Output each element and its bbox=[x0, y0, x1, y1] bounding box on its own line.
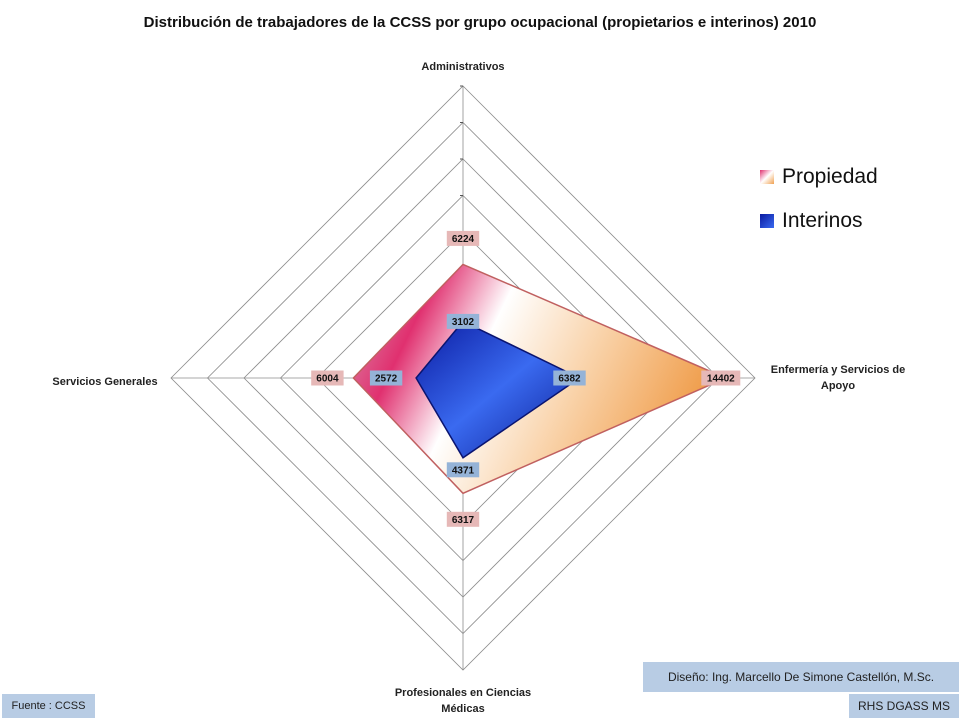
data-label-interinos: 3102 bbox=[446, 313, 480, 329]
chart-title: Distribución de trabajadores de la CCSS … bbox=[143, 14, 817, 31]
svg-text:14402: 14402 bbox=[707, 374, 735, 385]
design-credit: Diseño: Ing. Marcello De Simone Castelló… bbox=[643, 662, 959, 692]
series-interinos-area bbox=[415, 320, 581, 459]
data-label-interinos: 6382 bbox=[553, 370, 586, 386]
svg-text:2572: 2572 bbox=[375, 374, 398, 385]
data-label-propiedad: 6224 bbox=[446, 230, 480, 246]
axis-label: Profesionales en Ciencias Médicas bbox=[395, 687, 531, 715]
legend-swatch-interinos bbox=[760, 214, 774, 228]
svg-text:6317: 6317 bbox=[452, 515, 475, 526]
legend-item-interinos: Interinos bbox=[760, 199, 930, 243]
svg-text:6382: 6382 bbox=[558, 374, 581, 385]
organization-label: RHS DGASS MS bbox=[849, 694, 959, 718]
svg-text:4371: 4371 bbox=[452, 465, 475, 476]
legend-label-interinos: Interinos bbox=[782, 209, 863, 232]
svg-text:6004: 6004 bbox=[316, 374, 339, 385]
data-label-propiedad: 6317 bbox=[446, 511, 480, 527]
svg-text:3102: 3102 bbox=[452, 317, 475, 328]
data-label-interinos: 2572 bbox=[369, 370, 403, 386]
data-label-propiedad: 6004 bbox=[311, 370, 344, 386]
legend: Propiedad Interinos bbox=[760, 155, 930, 243]
legend-label-propiedad: Propiedad bbox=[782, 165, 878, 188]
data-label-propiedad: 14402 bbox=[701, 370, 741, 386]
axis-label: Administrativos bbox=[421, 61, 504, 73]
legend-item-propiedad: Propiedad bbox=[760, 155, 930, 199]
axis-label: Enfermería y Servicios de Apoyo bbox=[771, 364, 906, 392]
data-label-interinos: 4371 bbox=[446, 462, 480, 478]
svg-text:6224: 6224 bbox=[452, 234, 475, 245]
source-label: Fuente : CCSS bbox=[2, 694, 95, 718]
legend-swatch-propiedad bbox=[760, 170, 774, 184]
axis-label: Servicios Generales bbox=[52, 376, 157, 388]
